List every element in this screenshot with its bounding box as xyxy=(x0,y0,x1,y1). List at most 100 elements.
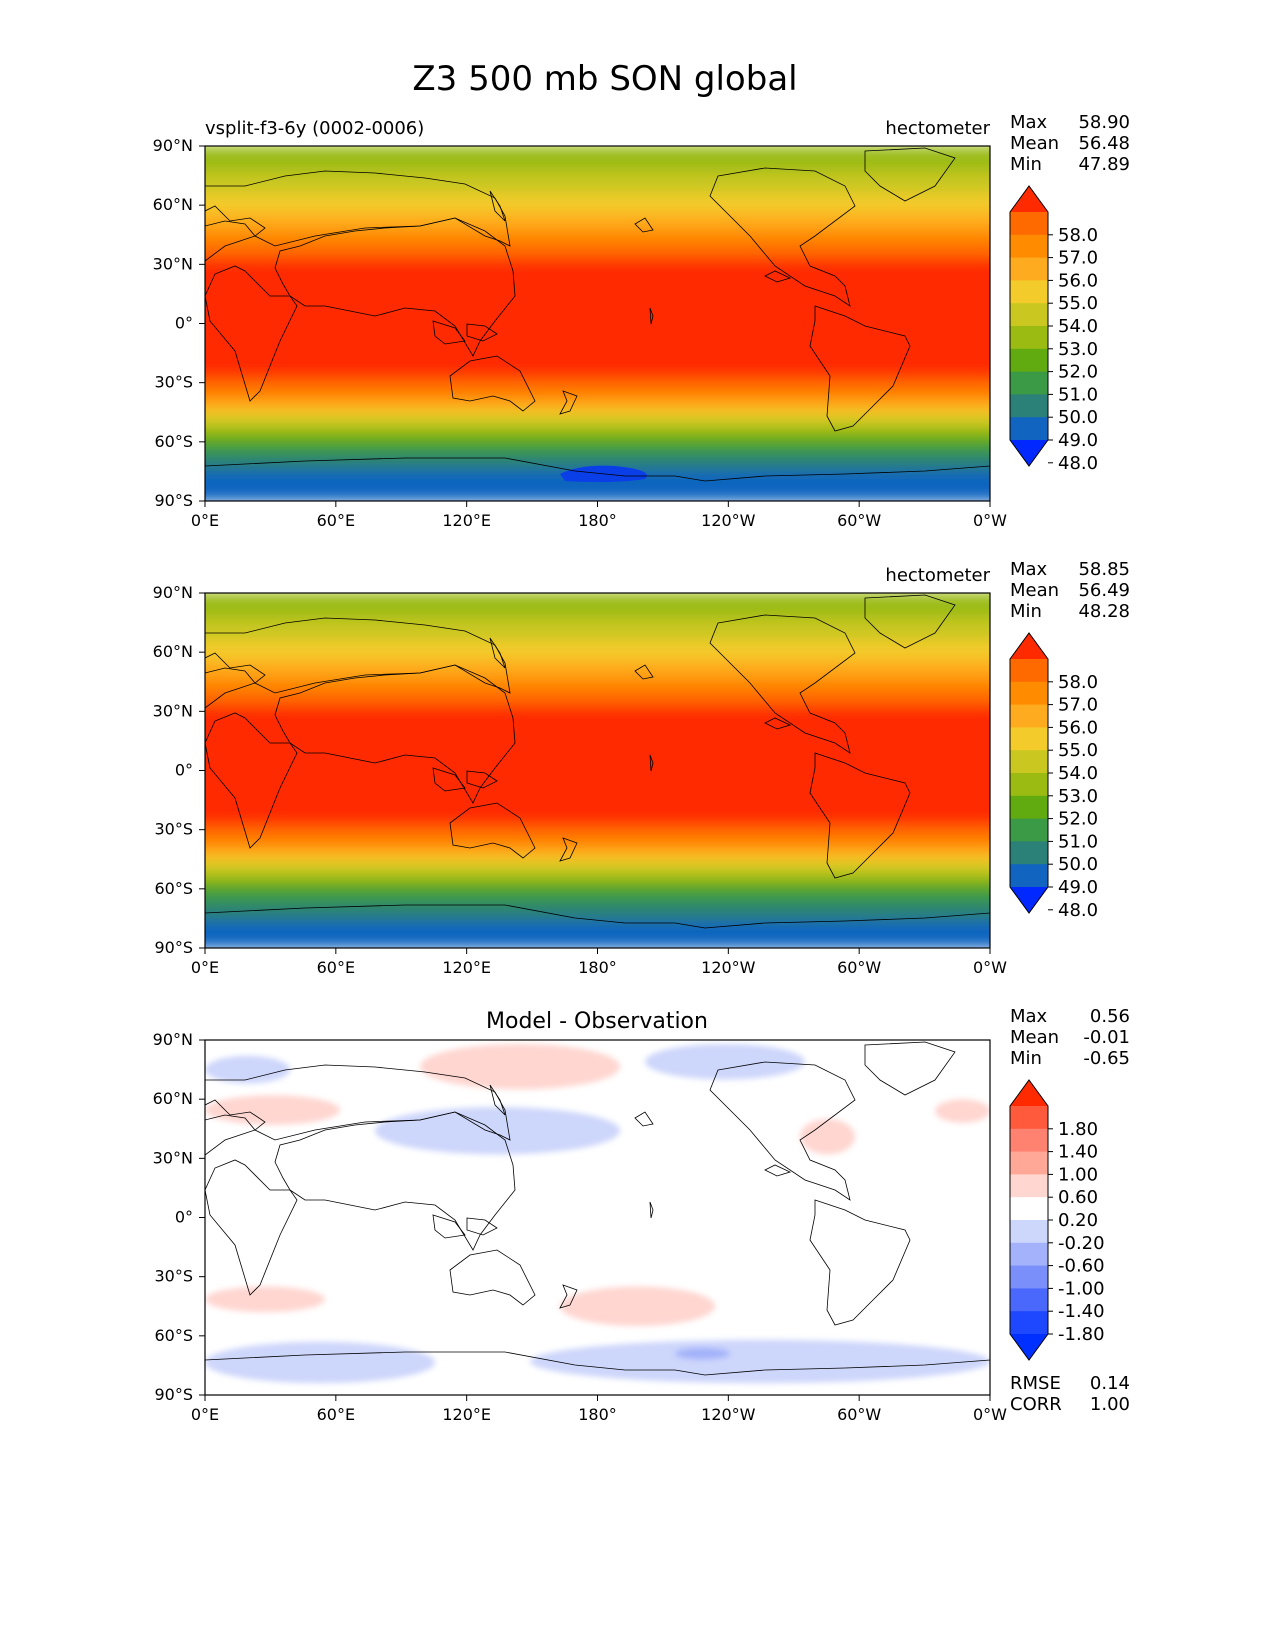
contour-band xyxy=(205,803,990,807)
contour-band xyxy=(205,149,990,153)
contour-band xyxy=(205,226,990,231)
reference-panel: 0°E 60°E 120°E 180° 120°W 60°W 0°W 90°N 60°N 30°N… xyxy=(153,565,1008,977)
contour-band xyxy=(205,866,990,870)
colorbar-tick-label: 1.40 xyxy=(1058,1142,1098,1163)
contour-band xyxy=(205,870,990,874)
contour-band xyxy=(205,356,990,360)
contour-band xyxy=(205,460,990,464)
contour-band xyxy=(205,348,990,352)
contour-band xyxy=(205,462,990,466)
contour-band xyxy=(205,248,990,252)
x-tick-label: 60°W xyxy=(837,958,881,977)
y-tick-label: 30°S xyxy=(154,373,193,392)
contour-band xyxy=(205,596,990,600)
contour-band xyxy=(205,280,990,284)
contour-band xyxy=(205,600,990,604)
x-tick-label: 180° xyxy=(578,1405,617,1424)
contour-band xyxy=(205,901,990,905)
contour-band xyxy=(205,703,990,707)
colorbar-tick-label: 57.0 xyxy=(1058,695,1098,716)
contour-band xyxy=(205,442,990,446)
contour-band xyxy=(205,780,990,784)
contour-band xyxy=(205,246,990,250)
stat-label-max: Max xyxy=(1010,112,1048,133)
y-tick-label: 90°S xyxy=(154,938,193,957)
contour-band xyxy=(205,434,990,439)
contour-band xyxy=(205,181,990,185)
contour-band xyxy=(205,742,990,747)
contour-band xyxy=(205,424,990,429)
contour-band xyxy=(205,602,990,606)
panel-left-title: vsplit-f3-6y (0002-0006) xyxy=(205,118,424,139)
contour-band xyxy=(205,795,990,799)
contour-band xyxy=(205,673,990,678)
contour-band xyxy=(205,945,990,948)
colorbar-tick-label: -1.80 xyxy=(1058,1324,1105,1345)
contour-band xyxy=(205,758,990,762)
contour-band xyxy=(205,234,990,239)
contour-band xyxy=(205,817,990,821)
contour-band xyxy=(205,193,990,197)
y-tick-label: 60°N xyxy=(153,1089,193,1108)
contour-band xyxy=(205,365,990,370)
contour-band xyxy=(205,195,990,199)
contour-band xyxy=(205,371,990,376)
colorbar-diff: 1.801.401.000.600.20-0.20-0.60-1.00-1.40… xyxy=(1009,1079,1105,1361)
contour-band xyxy=(205,717,990,721)
contour-band xyxy=(205,490,990,494)
contour-band xyxy=(205,250,990,254)
contour-band xyxy=(205,189,990,193)
contour-band xyxy=(205,169,990,173)
contour-band xyxy=(205,604,990,608)
contour-band xyxy=(205,616,990,620)
contour-band xyxy=(205,411,990,415)
contour-band xyxy=(205,254,990,258)
contour-band xyxy=(205,699,990,703)
colorbar-ref: 58.057.056.055.054.053.052.051.050.049.0… xyxy=(1009,632,1098,921)
contour-band xyxy=(205,685,990,689)
contour-band xyxy=(205,844,990,848)
y-tick-label: 30°N xyxy=(153,254,193,273)
contour-band xyxy=(205,824,990,829)
colorbar-tick-label: 55.0 xyxy=(1058,293,1098,314)
contour-band xyxy=(205,935,990,939)
contour-band xyxy=(205,828,990,833)
colorbar-tick-label: 0.20 xyxy=(1058,1210,1098,1231)
contour-band xyxy=(205,785,990,790)
contour-band xyxy=(205,687,990,691)
test-panel: 0°E 60°E 120°E 180° 120°W 60°W 0°W 90°N 60°N 30°N… xyxy=(153,118,1008,530)
y-tick-label: 30°S xyxy=(154,1267,193,1286)
contour-band xyxy=(205,634,990,638)
contour-band xyxy=(205,941,990,945)
contour-band xyxy=(205,709,990,713)
contour-band xyxy=(205,897,990,901)
contour-band xyxy=(205,146,990,149)
contour-band xyxy=(205,315,990,319)
contour-band xyxy=(205,385,990,389)
colorbar-extend-top xyxy=(1010,1080,1048,1106)
contour-band xyxy=(205,738,990,743)
contour-band xyxy=(205,754,990,758)
stats-layer: Max 58.90 Mean 56.48 Min 47.89 Max 58.85 Mean 56.… xyxy=(1010,112,1130,1415)
contour-band xyxy=(205,270,990,274)
colorbar-tick-label: 56.0 xyxy=(1058,270,1098,291)
contour-band xyxy=(205,199,990,203)
colorbar-segment xyxy=(1010,1242,1048,1267)
contour-band xyxy=(205,838,990,842)
contour-band xyxy=(205,875,990,880)
contour-band xyxy=(205,252,990,256)
contour-band xyxy=(205,419,990,423)
contour-band xyxy=(205,624,990,628)
contour-band xyxy=(205,444,990,448)
contour-band xyxy=(205,840,990,844)
contour-band xyxy=(205,450,990,454)
contour-band xyxy=(205,883,990,887)
colorbar-segment xyxy=(1010,1220,1048,1244)
contour-band xyxy=(205,733,990,737)
contour-band xyxy=(205,289,990,293)
stat-label-min: Min xyxy=(1010,154,1042,175)
contour-band xyxy=(205,446,990,450)
contour-band xyxy=(205,618,990,622)
contour-band xyxy=(205,319,990,323)
y-tick-label: 60°N xyxy=(153,642,193,661)
